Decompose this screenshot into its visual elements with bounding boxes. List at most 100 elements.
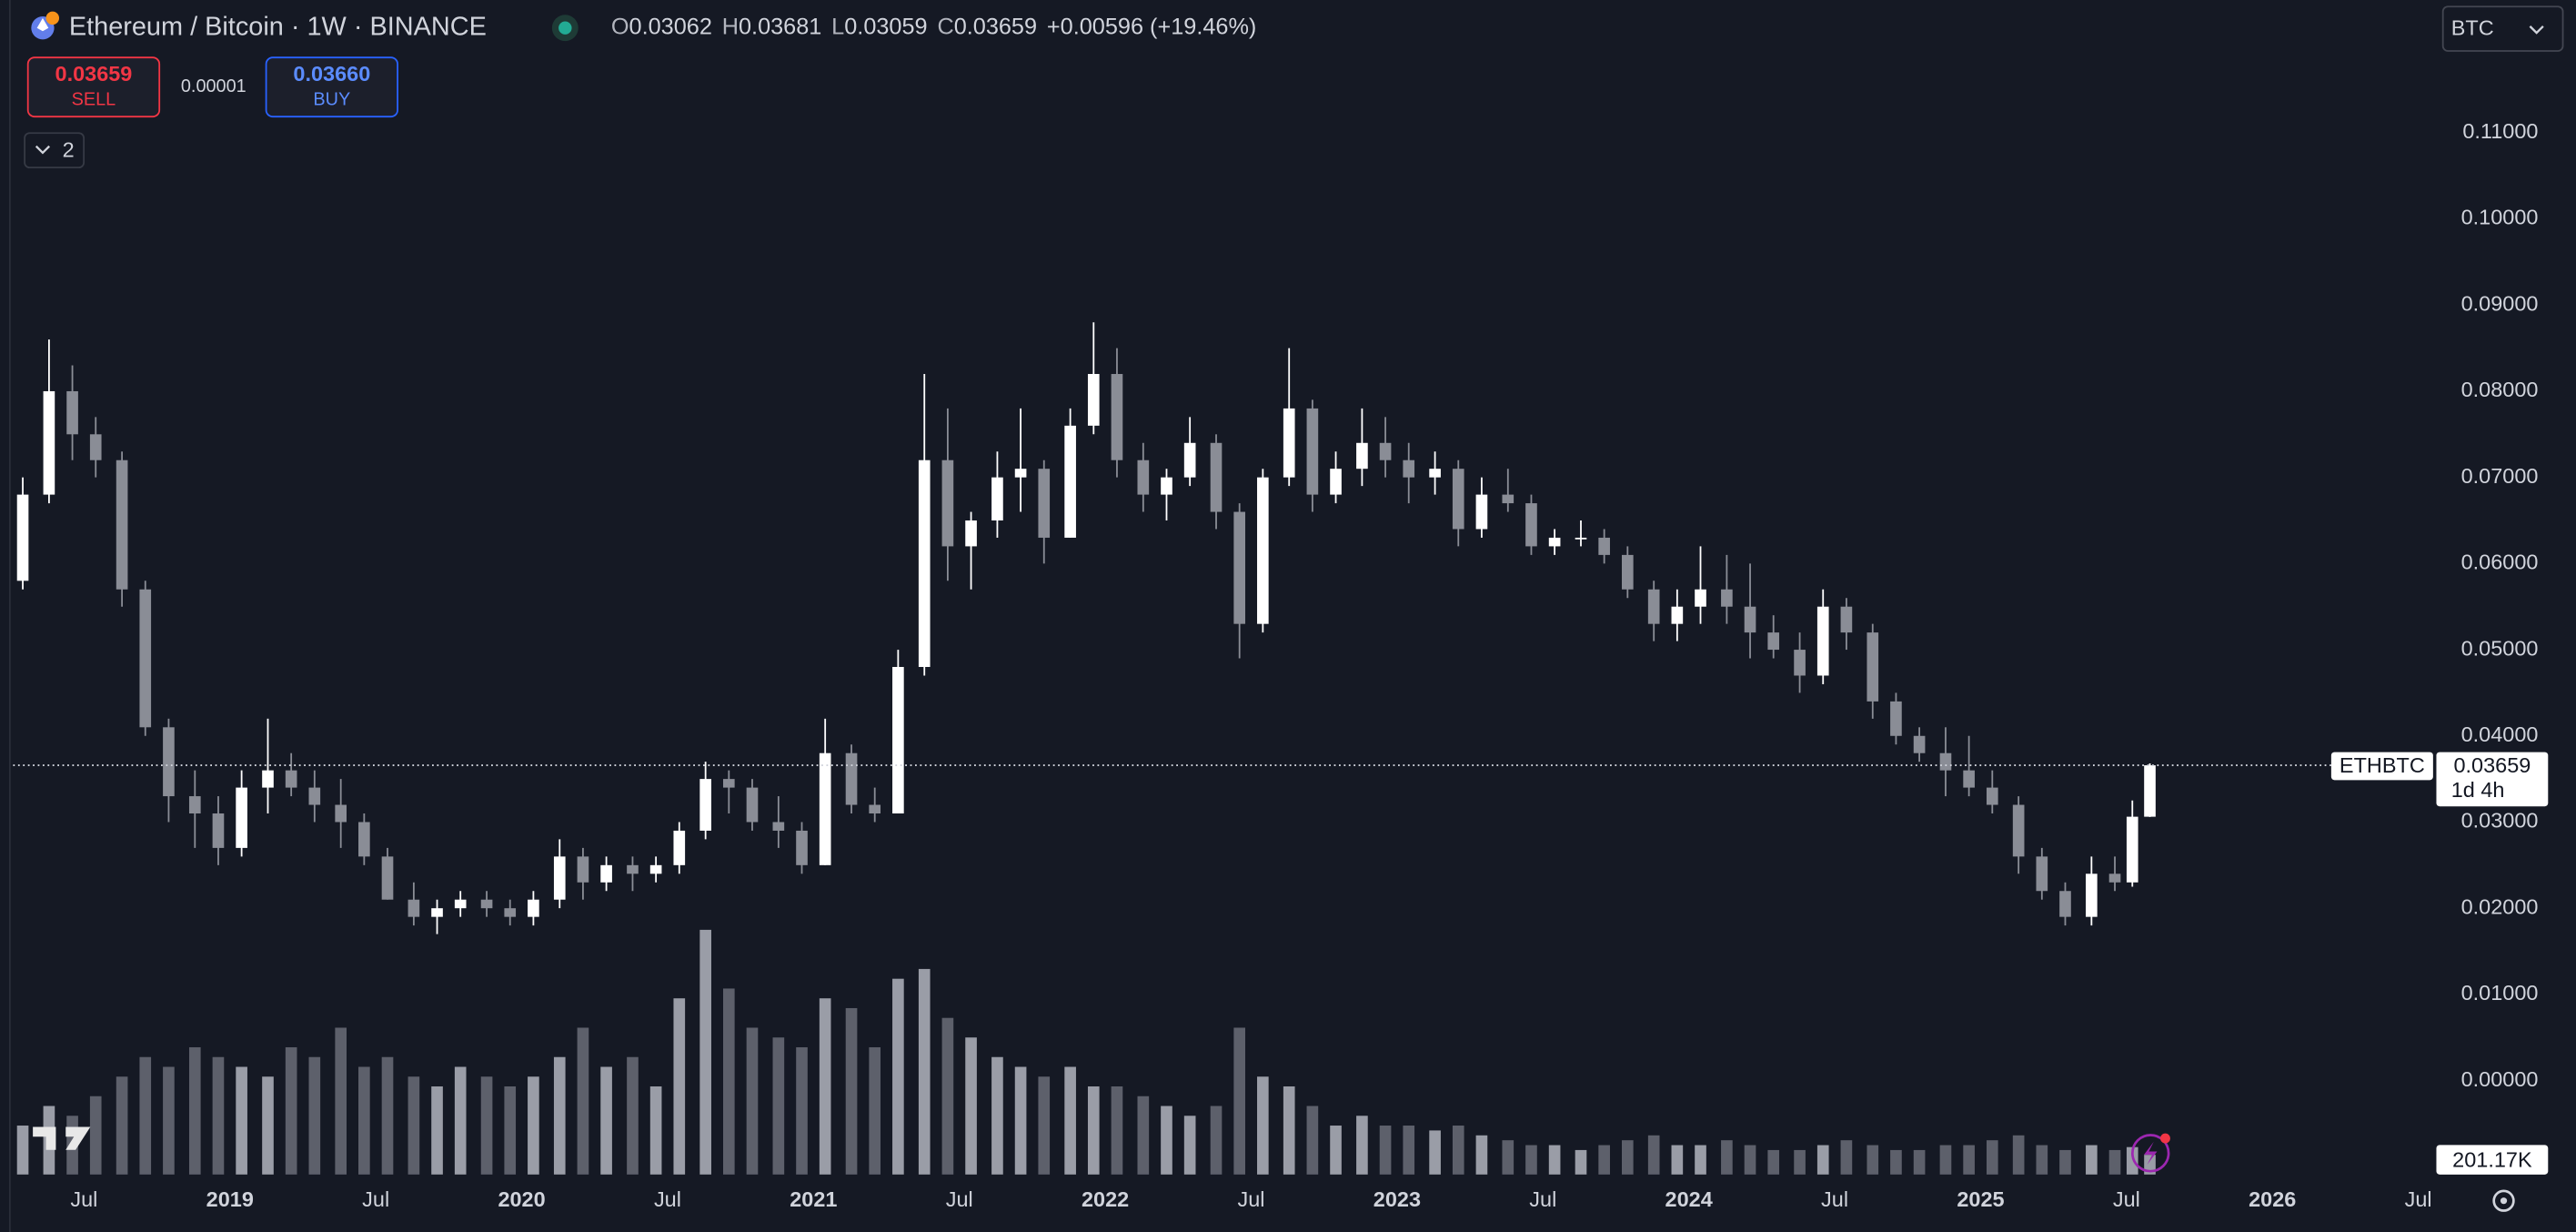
ohlc-key: H bbox=[722, 14, 739, 39]
candle-body bbox=[1161, 477, 1172, 495]
candle-body bbox=[1913, 735, 1926, 753]
candle-body bbox=[918, 459, 931, 668]
trading-panel: 0.03659 SELL 0.00001 0.03660 BUY 2 bbox=[24, 56, 398, 169]
symbol-title: Ethereum / Bitcoin · 1W · BINANCE bbox=[69, 12, 487, 41]
y-tick-label: 0.11000 bbox=[2462, 119, 2538, 143]
volume-bar bbox=[2126, 1146, 2138, 1175]
volume-bar bbox=[1502, 1140, 1514, 1175]
candle-body bbox=[66, 390, 78, 435]
volume-bar bbox=[1986, 1140, 1998, 1175]
volume-bar bbox=[1913, 1149, 1926, 1175]
candle-body bbox=[1890, 701, 1902, 736]
settings-button[interactable] bbox=[2492, 1189, 2515, 1212]
candle-body bbox=[1598, 537, 1610, 555]
candle-body bbox=[43, 390, 55, 495]
volume-bar bbox=[1452, 1126, 1464, 1175]
candle-body bbox=[1356, 442, 1368, 470]
volume-bar bbox=[699, 929, 711, 1175]
volume-bar bbox=[673, 998, 686, 1175]
volume-bar bbox=[89, 1096, 102, 1175]
volume-bar bbox=[577, 1027, 589, 1175]
volume-bar bbox=[1257, 1076, 1269, 1175]
volume-bar bbox=[553, 1056, 566, 1175]
candle-body bbox=[1816, 606, 1829, 676]
volume-bar bbox=[1963, 1145, 1975, 1175]
volume-bar bbox=[504, 1086, 517, 1175]
x-tick-label: Jul bbox=[2405, 1187, 2432, 1211]
candle-body bbox=[212, 813, 225, 848]
x-tick-label: 2020 bbox=[498, 1187, 545, 1211]
currency-dropdown[interactable] bbox=[2441, 5, 2564, 52]
candle-body bbox=[577, 856, 589, 883]
sell-button[interactable] bbox=[26, 56, 161, 118]
ohlc-value: 0.03681 bbox=[739, 14, 821, 39]
indicators-toggle[interactable] bbox=[24, 132, 86, 169]
candle-body bbox=[1525, 503, 1537, 547]
x-tick-label: Jul bbox=[70, 1187, 97, 1211]
volume-bar bbox=[649, 1086, 662, 1175]
candle-body bbox=[1064, 425, 1076, 538]
candle-body bbox=[673, 830, 686, 865]
volume-bar bbox=[2059, 1149, 2071, 1175]
ohlc-key: O bbox=[611, 14, 629, 39]
y-tick-label: 0.07000 bbox=[2461, 464, 2539, 488]
notification-dot bbox=[2160, 1133, 2170, 1144]
candle-body bbox=[772, 822, 785, 831]
symbol-tag-label: ETHBTC bbox=[2340, 753, 2425, 777]
x-tick-label: 2021 bbox=[790, 1187, 837, 1211]
candle-body bbox=[1963, 770, 1975, 788]
x-tick-label: Jul bbox=[362, 1187, 389, 1211]
candle-body bbox=[504, 908, 517, 917]
candle-body bbox=[991, 477, 1003, 521]
candle-body bbox=[796, 830, 808, 865]
volume-bar bbox=[1403, 1126, 1415, 1175]
volume-bar bbox=[722, 988, 735, 1175]
ohlc-value: 0.03062 bbox=[629, 14, 712, 39]
volume-bar bbox=[941, 1017, 954, 1175]
candle-body bbox=[480, 899, 493, 909]
candle-body bbox=[408, 899, 420, 917]
lightning-button[interactable] bbox=[2130, 1134, 2170, 1173]
candle-body bbox=[2012, 804, 2025, 857]
candle-body bbox=[941, 459, 954, 547]
volume-bar bbox=[892, 978, 904, 1175]
lightning-glyph bbox=[2143, 1141, 2158, 1165]
candle-body bbox=[1744, 606, 1756, 633]
volume-bar bbox=[1767, 1149, 1780, 1175]
x-tick-label: Jul bbox=[1529, 1187, 1556, 1211]
volume-bar bbox=[1306, 1106, 1319, 1175]
ohlc-key: C bbox=[937, 14, 953, 39]
volume-bar bbox=[1475, 1135, 1488, 1175]
x-tick-label: Jul bbox=[2113, 1187, 2140, 1211]
volume-bar bbox=[772, 1037, 785, 1175]
candle-body bbox=[2086, 874, 2098, 917]
volume-bar bbox=[188, 1046, 201, 1175]
x-tick-label: Jul bbox=[1238, 1187, 1265, 1211]
volume-bar bbox=[528, 1076, 539, 1175]
volume-bar bbox=[1548, 1145, 1561, 1175]
volume-bar bbox=[1283, 1086, 1295, 1175]
chevron bbox=[35, 145, 51, 155]
candle-body bbox=[2059, 891, 2071, 917]
x-tick-label: Jul bbox=[1821, 1187, 1848, 1211]
volume-bar bbox=[454, 1066, 467, 1175]
x-tick-label: 2022 bbox=[1082, 1187, 1129, 1211]
ohlc-value: 0.03059 bbox=[844, 14, 927, 39]
sell-label: SELL bbox=[72, 89, 116, 109]
volume-bar bbox=[1429, 1130, 1441, 1175]
x-tick-label: Jul bbox=[946, 1187, 973, 1211]
volume-bar bbox=[1379, 1126, 1392, 1175]
candle-body bbox=[1210, 442, 1223, 512]
buy-button[interactable] bbox=[265, 56, 398, 118]
candle-body bbox=[845, 752, 858, 805]
volume-bar bbox=[796, 1046, 808, 1175]
y-tick-label: 0.10000 bbox=[2461, 206, 2539, 229]
candle-body bbox=[308, 787, 321, 805]
volume-bar bbox=[381, 1056, 394, 1175]
x-tick-label: 2025 bbox=[1957, 1187, 2004, 1211]
volume-bar bbox=[408, 1076, 420, 1175]
volume-bar bbox=[1621, 1140, 1634, 1175]
candle-body bbox=[431, 908, 443, 917]
change: +0.00596 (+19.46%) bbox=[1047, 14, 1256, 39]
